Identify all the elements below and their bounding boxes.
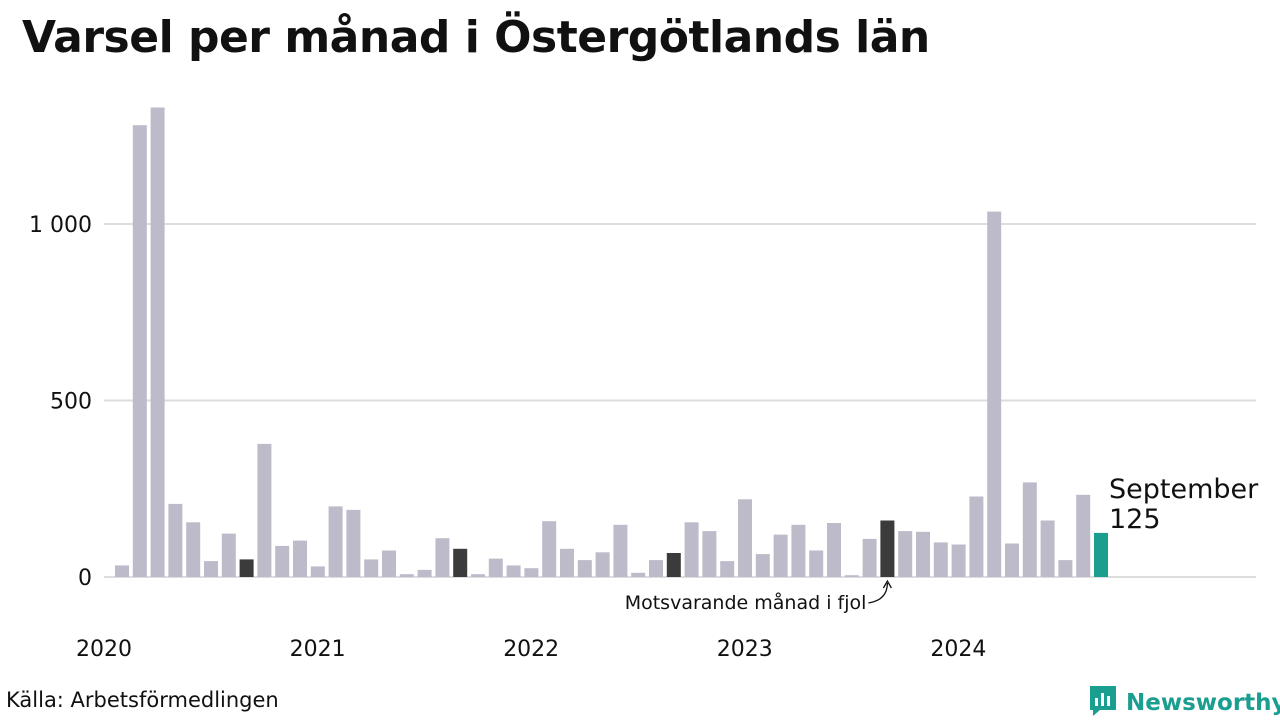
chart-title: Varsel per månad i Östergötlands län [22,12,930,63]
x-tick-label: 2022 [503,637,559,662]
bar [595,552,610,577]
bar [791,524,806,577]
x-tick-label: 2020 [76,637,132,662]
bar [310,566,325,577]
bar [453,548,468,577]
bar [1040,520,1055,577]
bar [649,560,663,577]
newsworthy-logo-icon [1088,684,1118,722]
bar [933,542,948,577]
bar [435,538,450,577]
bar [1094,532,1108,577]
bar [132,125,147,577]
bar [1058,560,1073,577]
bar [613,524,628,577]
bar [275,545,290,577]
bar [204,561,218,577]
bar [186,522,201,577]
bar [346,509,361,577]
bar [560,548,574,577]
bar [239,559,254,577]
x-tick-label: 2024 [930,637,986,662]
bar [542,521,557,577]
same-month-arrowhead [882,579,892,589]
annotations: September 125 Motsvarande månad i fjol [625,474,1259,614]
bar [702,531,717,577]
brand-name: Newsworthy [1126,690,1280,716]
bar [1005,543,1019,577]
bar [382,550,396,577]
bar [916,531,930,577]
same-month-arrow [868,582,889,604]
y-tick-label: 1 000 [29,213,92,238]
bar [898,531,913,577]
bars [115,107,1108,577]
bar [684,522,699,577]
bar [738,499,752,577]
bar [417,569,432,577]
y-axis-labels: 0 500 1 000 [29,213,92,591]
bar [293,540,307,577]
bar [880,520,895,577]
bar [755,554,770,577]
bar [150,107,165,577]
bar [488,558,503,577]
bar [257,443,272,577]
current-month-label: September [1109,474,1259,505]
y-tick-label: 500 [50,390,92,415]
x-tick-label: 2021 [290,637,346,662]
bar [168,503,183,577]
current-month-value: 125 [1109,504,1161,535]
bar [328,506,343,577]
bar [1022,482,1037,577]
bar [720,561,735,577]
bar [844,575,859,577]
x-axis-labels: 2020 2021 2022 2023 2024 [76,637,986,662]
bar [221,533,236,577]
bar [524,568,539,577]
bar [115,565,129,577]
bar [987,211,1002,577]
bar [809,550,824,577]
x-tick-label: 2023 [717,637,773,662]
bar [506,565,521,577]
bar [1076,494,1091,577]
bar [577,560,592,577]
bar [364,559,379,577]
bar [631,572,646,577]
source-text: Källa: Arbetsförmedlingen [6,688,279,712]
same-month-last-year-label: Motsvarande månad i fjol [625,591,867,614]
y-tick-label: 0 [78,566,92,591]
bar [862,538,877,577]
bar [471,574,485,577]
bar [827,523,841,577]
bar [969,496,984,577]
bar [666,553,681,577]
bar [773,534,788,577]
bar [399,574,414,577]
bar [951,544,966,577]
brand: Newsworthy [1088,684,1280,722]
